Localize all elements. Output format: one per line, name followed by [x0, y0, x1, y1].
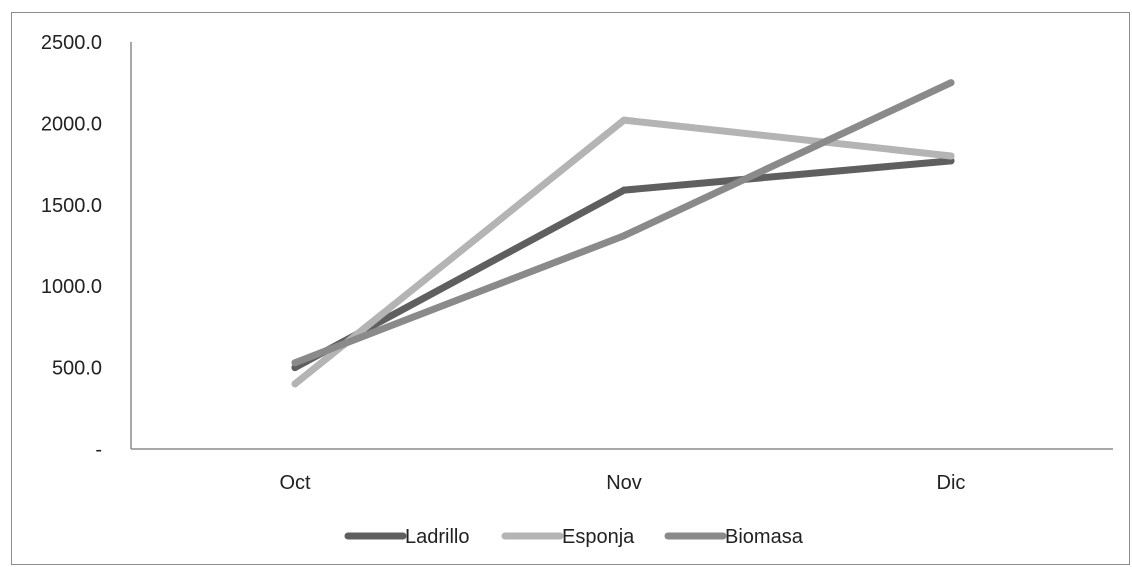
- data-point-biomasa: [291, 359, 299, 367]
- data-point-ladrillo: [291, 364, 299, 372]
- y-tick-label: 500.0: [52, 358, 102, 380]
- x-tick-label: Oct: [279, 472, 311, 494]
- y-tick-label: 1000.0: [41, 276, 102, 298]
- x-tick-label: Nov: [606, 472, 642, 494]
- series-line-esponja: [291, 116, 955, 388]
- data-point-ladrillo: [620, 186, 628, 194]
- data-point-esponja: [947, 152, 955, 160]
- series-lines: [291, 79, 955, 388]
- legend-item: Biomasa: [664, 526, 804, 548]
- x-tick-labels: Oct Nov Dic: [279, 472, 965, 494]
- legend-label: Ladrillo: [405, 526, 469, 548]
- y-tick-label: 2500.0: [41, 32, 102, 54]
- data-point-biomasa: [947, 79, 955, 87]
- legend-label: Esponja: [562, 526, 635, 548]
- data-point-esponja: [291, 380, 299, 388]
- chart-axes: [130, 42, 1113, 450]
- legend: Ladrillo Esponja Biomasa: [344, 526, 804, 548]
- y-tick-label: 2000.0: [41, 113, 102, 135]
- data-point-biomasa: [620, 232, 628, 240]
- data-point-esponja: [620, 116, 628, 124]
- y-tick-label: -: [95, 439, 102, 461]
- legend-label: Biomasa: [725, 526, 804, 548]
- y-tick-label: 1500.0: [41, 195, 102, 217]
- y-tick-labels: - 500.0 1000.0 1500.0 2000.0 2500.0: [41, 32, 102, 461]
- x-tick-label: Dic: [937, 472, 966, 494]
- legend-item: Ladrillo: [344, 526, 469, 548]
- chart-frame: [11, 12, 1130, 565]
- legend-item: Esponja: [501, 526, 635, 548]
